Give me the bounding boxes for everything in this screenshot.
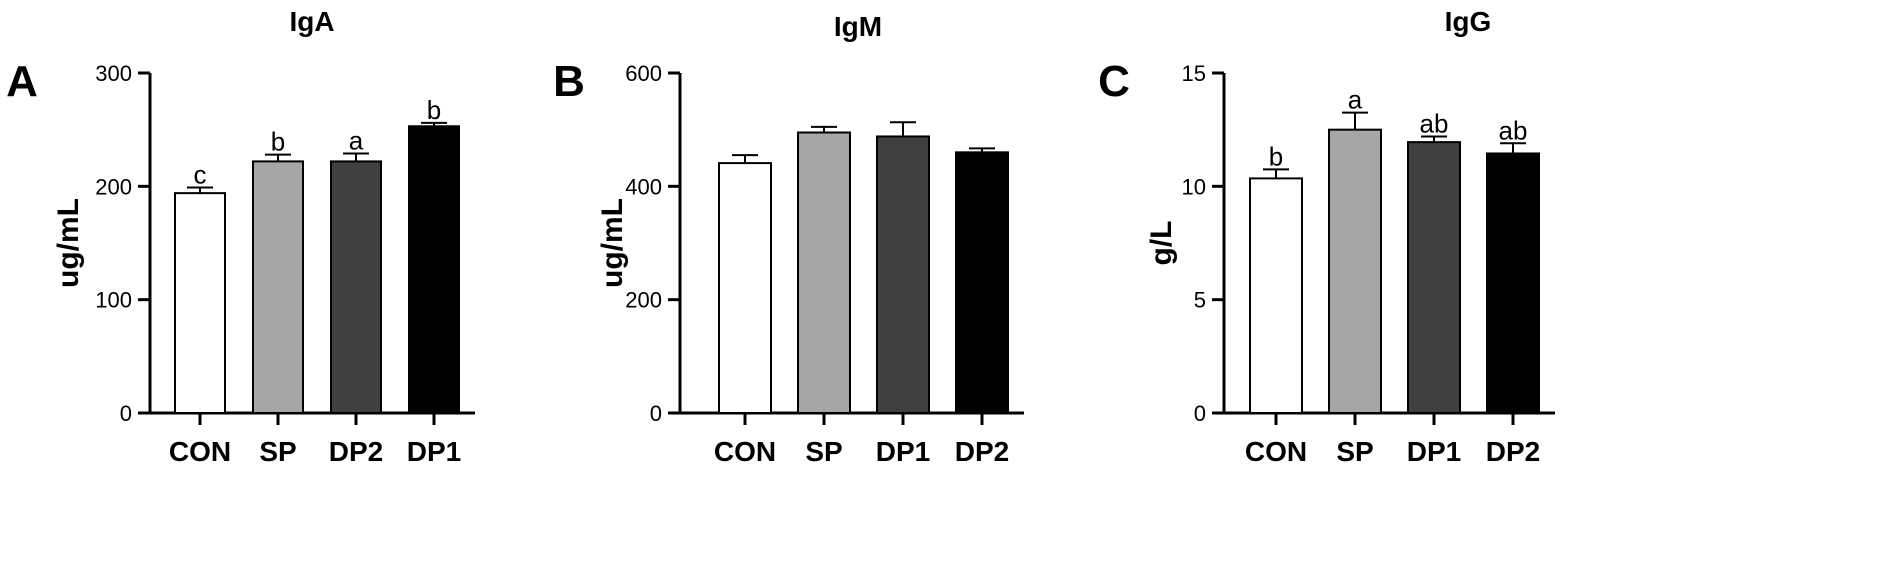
significance-label: a <box>1348 85 1363 115</box>
y-tick-label: 200 <box>625 288 662 313</box>
x-tick-label: DP2 <box>1486 436 1540 467</box>
significance-label: ab <box>1499 115 1528 145</box>
y-tick-label: 15 <box>1182 61 1206 86</box>
bar-con <box>1249 177 1303 414</box>
chart-title: IgG <box>1445 6 1492 37</box>
bar-dp2 <box>955 151 1009 414</box>
chart-title: IgM <box>834 11 882 42</box>
y-tick-label: 100 <box>95 288 132 313</box>
y-tick-label: 0 <box>120 401 132 426</box>
y-tick-label: 0 <box>1194 401 1206 426</box>
x-tick-label: DP1 <box>876 436 930 467</box>
bar-dp2 <box>1486 152 1540 414</box>
y-axis-label: ug/mL <box>52 198 85 288</box>
chart-panel-a: A IgA ug/mL 0 100 200 300 CON c SP b DP2 a DP1 b <box>6 6 475 467</box>
x-tick-label: CON <box>714 436 776 467</box>
significance-label: a <box>349 125 364 155</box>
bar-dp1 <box>408 125 460 415</box>
x-tick-label: DP2 <box>955 436 1009 467</box>
chart-title: IgA <box>289 6 334 37</box>
y-tick-label: 600 <box>625 61 662 86</box>
y-axis-label: ug/mL <box>596 198 629 288</box>
bar-sp <box>1328 128 1382 415</box>
significance-label: b <box>271 127 285 157</box>
y-axis-label: g/L <box>1145 221 1178 266</box>
significance-label: b <box>427 95 441 125</box>
x-tick-label: CON <box>1245 436 1307 467</box>
x-tick-label: SP <box>259 436 296 467</box>
significance-label: b <box>1269 141 1283 171</box>
y-tick-label: 0 <box>650 401 662 426</box>
panel-letter: A <box>6 57 38 106</box>
y-tick-label: 10 <box>1182 174 1206 199</box>
x-tick-label: DP1 <box>407 436 461 467</box>
chart-panel-c: C IgG g/L 0 5 10 15 CON b SP a DP1 ab DP2 ab <box>1098 6 1555 467</box>
chart-panel-b: B IgM ug/mL 0 200 400 600 CON SP DP1 DP2 <box>553 11 1024 467</box>
bar-dp1 <box>1407 141 1461 414</box>
y-tick-label: 300 <box>95 61 132 86</box>
x-tick-label: DP2 <box>329 436 383 467</box>
bar-con <box>174 192 226 414</box>
significance-label: c <box>194 159 207 189</box>
panel-letter: C <box>1098 57 1130 106</box>
x-tick-label: DP1 <box>1407 436 1461 467</box>
x-tick-label: SP <box>1336 436 1373 467</box>
bar-dp1 <box>876 135 930 414</box>
panel-letter: B <box>553 57 585 106</box>
bar-con <box>718 162 772 414</box>
y-tick-label: 200 <box>95 174 132 199</box>
bar-sp <box>797 131 851 414</box>
y-tick-label: 5 <box>1194 288 1206 313</box>
y-tick-label: 400 <box>625 174 662 199</box>
bar-dp2 <box>330 160 382 414</box>
significance-label: ab <box>1420 108 1449 138</box>
bar-sp <box>252 160 304 414</box>
x-tick-label: CON <box>169 436 231 467</box>
x-tick-label: SP <box>805 436 842 467</box>
